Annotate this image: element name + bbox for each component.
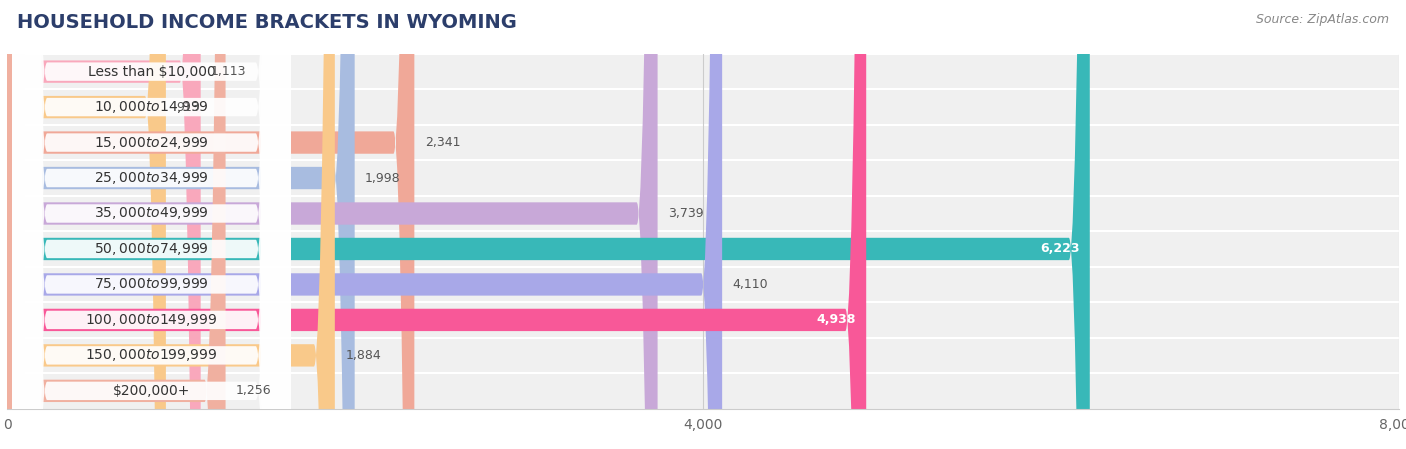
FancyBboxPatch shape <box>7 0 166 449</box>
Text: 2,341: 2,341 <box>425 136 460 149</box>
Text: 3,739: 3,739 <box>668 207 703 220</box>
FancyBboxPatch shape <box>13 0 291 449</box>
Text: $100,000 to $149,999: $100,000 to $149,999 <box>86 312 218 328</box>
FancyBboxPatch shape <box>7 89 1399 125</box>
Text: $75,000 to $99,999: $75,000 to $99,999 <box>94 277 209 292</box>
FancyBboxPatch shape <box>7 302 1399 338</box>
Text: $35,000 to $49,999: $35,000 to $49,999 <box>94 206 209 221</box>
Text: HOUSEHOLD INCOME BRACKETS IN WYOMING: HOUSEHOLD INCOME BRACKETS IN WYOMING <box>17 13 517 32</box>
FancyBboxPatch shape <box>7 0 225 449</box>
FancyBboxPatch shape <box>7 0 723 449</box>
FancyBboxPatch shape <box>7 0 354 449</box>
FancyBboxPatch shape <box>7 0 1090 449</box>
FancyBboxPatch shape <box>7 373 1399 409</box>
FancyBboxPatch shape <box>7 125 1399 160</box>
FancyBboxPatch shape <box>7 0 866 449</box>
FancyBboxPatch shape <box>7 0 415 449</box>
Text: $200,000+: $200,000+ <box>112 384 190 398</box>
FancyBboxPatch shape <box>7 267 1399 302</box>
FancyBboxPatch shape <box>7 338 1399 373</box>
FancyBboxPatch shape <box>13 0 291 449</box>
Text: 1,113: 1,113 <box>211 65 246 78</box>
Text: 1,998: 1,998 <box>366 172 401 185</box>
Text: 4,110: 4,110 <box>733 278 768 291</box>
FancyBboxPatch shape <box>7 54 1399 89</box>
Text: Less than $10,000: Less than $10,000 <box>87 65 215 79</box>
Text: $150,000 to $199,999: $150,000 to $199,999 <box>86 348 218 363</box>
FancyBboxPatch shape <box>7 231 1399 267</box>
Text: 4,938: 4,938 <box>817 313 856 326</box>
Text: 913: 913 <box>176 101 200 114</box>
Text: 6,223: 6,223 <box>1040 242 1080 255</box>
FancyBboxPatch shape <box>7 196 1399 231</box>
FancyBboxPatch shape <box>13 0 291 449</box>
FancyBboxPatch shape <box>13 0 291 449</box>
Text: $25,000 to $34,999: $25,000 to $34,999 <box>94 170 209 186</box>
Text: $50,000 to $74,999: $50,000 to $74,999 <box>94 241 209 257</box>
Text: $10,000 to $14,999: $10,000 to $14,999 <box>94 99 209 115</box>
Text: Source: ZipAtlas.com: Source: ZipAtlas.com <box>1256 13 1389 26</box>
FancyBboxPatch shape <box>13 0 291 449</box>
FancyBboxPatch shape <box>13 0 291 449</box>
FancyBboxPatch shape <box>7 0 335 449</box>
FancyBboxPatch shape <box>13 0 291 449</box>
FancyBboxPatch shape <box>7 0 201 449</box>
FancyBboxPatch shape <box>13 0 291 449</box>
Text: $15,000 to $24,999: $15,000 to $24,999 <box>94 135 209 150</box>
FancyBboxPatch shape <box>7 160 1399 196</box>
FancyBboxPatch shape <box>13 0 291 449</box>
Text: 1,256: 1,256 <box>236 384 271 397</box>
FancyBboxPatch shape <box>13 0 291 449</box>
Text: 1,884: 1,884 <box>346 349 381 362</box>
FancyBboxPatch shape <box>7 0 658 449</box>
